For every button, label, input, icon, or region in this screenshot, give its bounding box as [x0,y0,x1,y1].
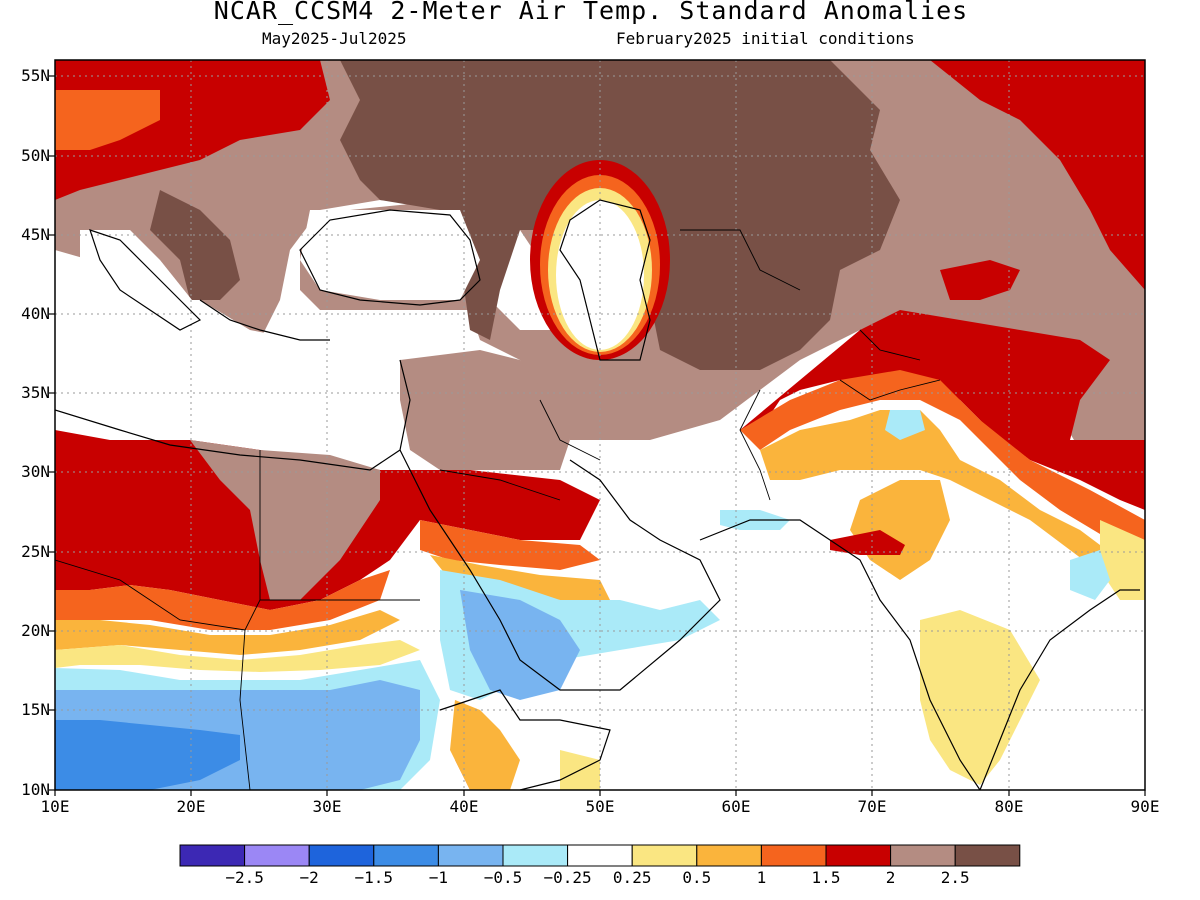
lat-label-25n: 25N [21,542,50,561]
region-balkans-anomaly [150,190,240,300]
map-title: NCAR_CCSM4 2-Meter Air Temp. Standard An… [213,0,969,25]
lon-label-80e: 80E [994,797,1024,816]
colorbar-label-1: −2 [299,868,319,887]
lat-label-45n: 45N [21,225,50,244]
region-italy-white [80,230,200,330]
region-india-light-blue [885,410,925,440]
graticule [55,60,1145,790]
region-pakistan-orange [740,370,1145,560]
region-sahel-yellow [55,610,400,655]
lon-label-20e: 20E [176,797,206,816]
region-myanmar-yellow [1100,520,1145,600]
lon-label-10e: 10E [40,797,70,816]
colorbar-label-9: 1.5 [811,868,841,887]
lat-label-10n: 10N [21,780,50,799]
region-yemen-blue [460,590,580,700]
lat-label-55n: 55N [21,66,50,85]
region-northeast-anomaly [930,60,1145,290]
region-east-africa-blue-dark [55,720,240,790]
region-spain-anomaly [55,90,160,150]
colorbar-label-0: −2.5 [225,868,264,887]
colorbar-label-8: 1 [756,868,767,887]
region-himalaya-anomaly [740,310,1145,510]
region-black-sea [300,210,480,300]
lat-label-15n: 15N [21,700,50,719]
region-iraq-anomaly [400,350,570,470]
colorbar-label-5: −0.25 [543,868,592,887]
tick-marks [49,75,1146,796]
region-ethiopia-yellow [450,700,520,790]
region-arabia-yellow [430,555,610,600]
lon-label-50e: 50E [585,797,615,816]
region-gujarat-red [830,530,905,555]
lat-label-40n: 40N [21,304,50,323]
lon-label-90e: 90E [1130,797,1160,816]
lon-label-30e: 30E [312,797,342,816]
colorbar-label-2: −1.5 [354,868,394,887]
lon-label-60e: 60E [721,797,751,816]
region-sahel-orange [55,570,390,630]
lat-label-20n: 20N [21,621,50,640]
colorbar-label-4: −0.5 [483,868,523,887]
region-iran-yellow [760,410,1145,600]
lon-label-40e: 40E [449,797,479,816]
region-mediterranean [55,300,410,460]
colorbar-label-11: 2.5 [940,868,970,887]
colorbar-label-10: 2 [885,868,896,887]
region-libya-egypt-brown [190,440,380,600]
initial-conditions: February2025 initial conditions [616,29,915,48]
region-bay-blue [1070,550,1110,600]
lat-label-30n: 30N [21,462,50,481]
region-caspian-inner [556,200,644,350]
region-tibet-red [940,260,1020,300]
region-sahel-light-yellow [55,640,420,672]
country-borders [55,229,941,790]
colorbar-label-6: 0.25 [612,868,652,887]
lat-label-35n: 35N [21,383,50,402]
coastlines [55,199,1140,790]
colorbar-label-3: −1 [428,868,449,887]
forecast-period: May2025-Jul2025 [262,29,407,48]
lat-label-50n: 50N [21,146,50,165]
colorbar-label-7: 0.5 [682,868,712,887]
region-arabia-orange [420,520,600,570]
lon-label-70e: 70E [857,797,887,816]
